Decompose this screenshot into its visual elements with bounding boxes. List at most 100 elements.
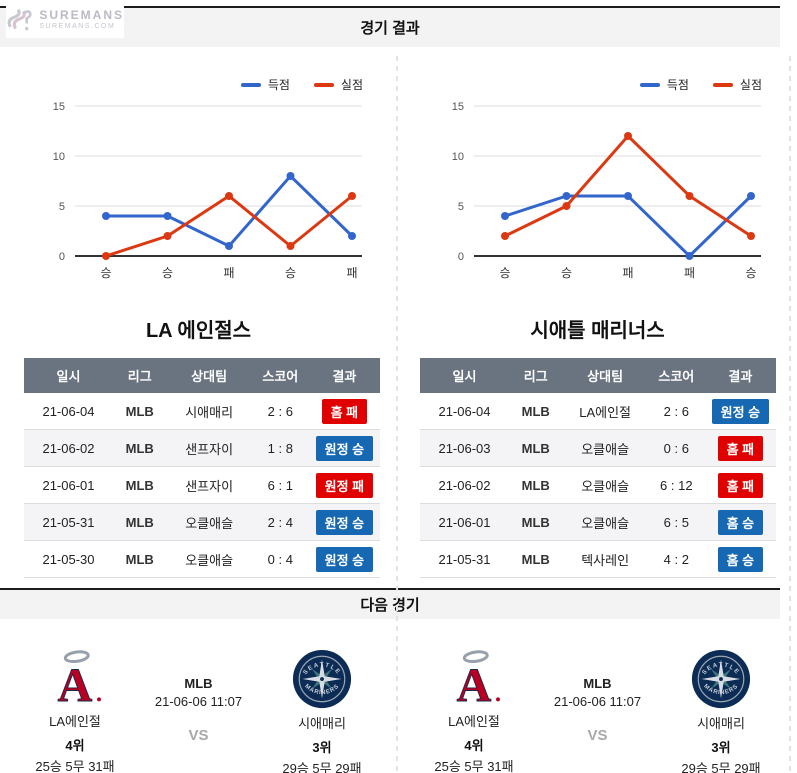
match-league: MLB [583, 676, 612, 691]
home-team-name: LA에인절 [49, 714, 101, 729]
chart-legend: 득점 실점 [240, 76, 363, 93]
match-score: 6 : 1 [251, 466, 309, 504]
logo-name: SUREMANS [39, 8, 124, 22]
home-team-record: 25승 5무 31패 [35, 759, 115, 773]
match-score: 2 : 6 [647, 393, 705, 430]
legend-item-scored: 득점 [639, 76, 689, 93]
match-league: MLB [509, 466, 563, 504]
column-header: 일시 [420, 358, 509, 393]
match-score: 6 : 12 [647, 466, 705, 504]
table-row: 21-05-31 MLB 텍사레인 4 : 2 홈 승 [420, 540, 776, 578]
match-league: MLB [509, 540, 563, 578]
center-dashed-divider [396, 56, 398, 773]
match-date: 21-06-04 [420, 393, 509, 430]
suremans-logo[interactable]: SUREMANS SUREMANS.COM [6, 2, 124, 38]
data-point [562, 202, 571, 210]
column-header: 결과 [308, 358, 380, 393]
match-datetime: 21-06-06 11:07 [154, 694, 243, 709]
match-opponent: 샌프자이 [166, 429, 252, 467]
match-score: 1 : 8 [251, 429, 309, 467]
match-league: MLB [113, 466, 167, 504]
data-point [286, 172, 295, 180]
match-score: 2 : 4 [251, 503, 309, 541]
series-line [106, 173, 354, 248]
away-team-block: SEATTLE MARINERS 시애매리 3위 29승 5무 29패 [247, 634, 397, 773]
scored-legend-label: 득점 [267, 78, 290, 92]
logo-domain: SUREMANS.COM [39, 23, 116, 30]
next-match-title: 다음 경기 [360, 597, 420, 614]
vs-label: VS [188, 727, 209, 744]
suremans-logo-text: SUREMANS SUREMANS.COM [39, 9, 124, 31]
match-league: MLB [509, 429, 563, 467]
match-league: MLB [509, 503, 563, 541]
chart-la-angels: 0 5 10 15 승 승 패 승 패 득점 실점 [0, 58, 397, 292]
la-angels-logo: A [57, 650, 101, 708]
away-team-name: 시애매리 [298, 716, 346, 731]
series-line [504, 133, 752, 238]
vs-label: VS [587, 727, 608, 744]
la-angels-logo: A [456, 650, 500, 708]
scored-legend-label: 득점 [666, 78, 689, 92]
match-league: MLB [184, 676, 213, 691]
team-title-seattle-mariners: 시애틀 매리너스 [530, 320, 665, 342]
y-axis-tick: 0 [59, 251, 65, 263]
match-date: 21-06-04 [24, 393, 113, 430]
data-point [225, 242, 233, 250]
page-title: 경기 결과 [360, 20, 420, 37]
conceded-legend-swatch [313, 82, 334, 87]
match-result-cell: 원정 승 [308, 503, 380, 541]
team-title-la-angels: LA 에인절스 [145, 320, 252, 342]
match-result-cell: 원정 승 [308, 540, 380, 578]
data-point [624, 192, 632, 200]
match-league: MLB [113, 503, 167, 541]
table-row: 21-06-04 MLB 시애매리 2 : 6 홈 패 [24, 393, 380, 430]
chart-legend: 득점 실점 [639, 76, 762, 93]
result-badge: 원정 승 [315, 435, 374, 461]
match-league: MLB [113, 429, 167, 467]
data-point [102, 252, 110, 260]
data-point [163, 212, 172, 220]
result-badge: 홈 패 [717, 472, 764, 498]
away-team-name: 시애매리 [697, 716, 745, 731]
away-team-rank: 3위 [312, 740, 332, 755]
data-point [624, 132, 632, 140]
data-point [747, 192, 755, 200]
x-axis-tick: 승 [499, 266, 510, 280]
suremans-logo-icon [7, 8, 32, 31]
table-row: 21-05-31 MLB 오클애슬 2 : 4 원정 승 [24, 503, 380, 541]
line-chart: 0 5 10 15 승 승 패 승 패 [53, 101, 362, 280]
data-point [348, 192, 356, 200]
table-row: 21-06-01 MLB 오클애슬 6 : 5 홈 승 [420, 503, 776, 541]
data-point [348, 232, 356, 240]
match-date: 21-05-31 [24, 503, 113, 541]
y-axis-tick: 15 [452, 101, 464, 113]
right-dashed-divider [789, 56, 791, 773]
match-opponent: 텍사레인 [562, 540, 648, 578]
match-score: 4 : 2 [647, 540, 705, 578]
result-badge: 홈 패 [321, 398, 368, 424]
svg-text:A: A [457, 659, 492, 708]
match-result-cell: 홈 승 [704, 503, 776, 541]
match-datetime: 21-06-06 11:07 [553, 694, 642, 709]
table-row: 21-06-02 MLB 샌프자이 1 : 8 원정 승 [24, 429, 380, 467]
x-axis-tick: 승 [745, 266, 756, 280]
line-chart: 0 5 10 15 승 승 패 패 승 [452, 101, 761, 280]
x-axis-tick: 패 [223, 266, 234, 280]
data-point [163, 232, 172, 240]
results-table-seattle-mariners: 일시 리그 상대팀 스코어 결과 21-06-04 MLB LA에인절 2 : 6 원정 승 21-… [420, 358, 776, 578]
data-point [747, 232, 755, 240]
match-opponent: 오클애슬 [166, 503, 252, 541]
match-result-cell: 홈 패 [308, 393, 380, 430]
result-badge: 원정 패 [315, 472, 374, 498]
match-info-block: MLB 21-06-06 11:07 VS [150, 634, 247, 766]
x-axis-tick: 패 [346, 266, 357, 280]
match-result-cell: 홈 패 [704, 429, 776, 467]
match-date: 21-06-02 [420, 466, 509, 504]
data-point [685, 252, 694, 260]
home-team-record: 25승 5무 31패 [434, 759, 514, 773]
next-match-card: A LA에인절 4위 25승 5무 31패 MLB 21-06-06 11:07… [0, 634, 397, 773]
home-team-rank: 4위 [65, 738, 85, 753]
match-league: MLB [113, 393, 167, 430]
